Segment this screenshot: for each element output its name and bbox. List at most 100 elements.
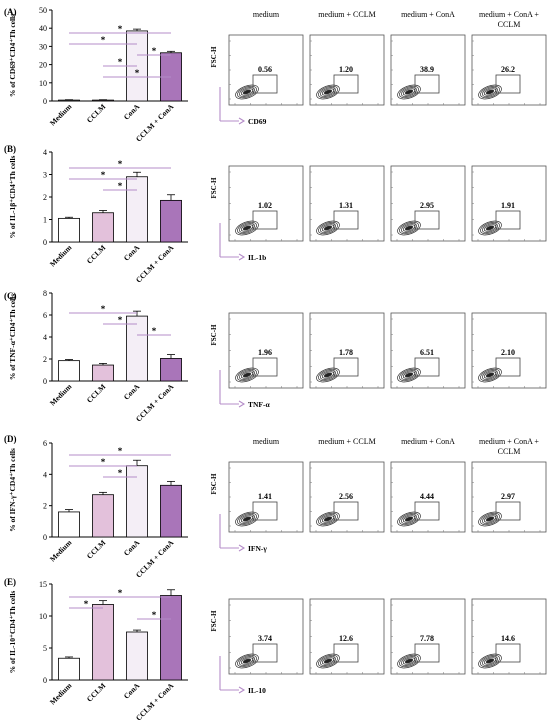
bar-cona bbox=[126, 176, 148, 243]
flow-contour bbox=[235, 367, 259, 383]
flow-contour bbox=[320, 370, 336, 380]
condition-header-line1: medium + ConA + bbox=[479, 437, 539, 446]
flow-contour bbox=[397, 511, 421, 527]
condition-header: medium + CCLM bbox=[318, 10, 375, 19]
significance-star: * bbox=[101, 170, 106, 180]
flow-contour bbox=[397, 653, 421, 669]
arrow-right-icon bbox=[238, 544, 246, 552]
flow-contour bbox=[318, 512, 338, 526]
x-tick-label: CCLM bbox=[85, 243, 108, 266]
significance-star: * bbox=[118, 588, 123, 598]
condition-header: medium + CCLM bbox=[318, 437, 375, 446]
y-axis-label: % of CD69⁺CD4⁺Th cells bbox=[8, 14, 17, 97]
panel-d: (D) % of IFN-γ⁺CD4⁺Th cells 0 2 4 6 Medium CCLM… bbox=[4, 434, 547, 580]
flow-plots: medium medium + CCLM medium + ConA medium +… bbox=[210, 437, 547, 553]
panel-a: (A)% of CD69⁺CD4⁺Th cells 0 10 20 30 40 50 Medi… bbox=[4, 6, 547, 144]
bar-medium bbox=[58, 360, 80, 382]
y-tick-label: 2 bbox=[43, 193, 47, 202]
arrow-right-icon bbox=[238, 400, 246, 408]
significance-star: * bbox=[152, 326, 157, 336]
flow-plots: 3.74 12.6 7.78 14.6 FSC-H IL-10 bbox=[210, 598, 547, 695]
gate-value: 2.10 bbox=[501, 348, 515, 357]
flow-contour bbox=[318, 221, 338, 235]
y-marker-label: FSC-H bbox=[210, 473, 218, 495]
flow-contour bbox=[404, 225, 414, 231]
bar-cclm bbox=[92, 364, 114, 382]
flow-contour bbox=[318, 654, 338, 668]
flow-contour bbox=[318, 368, 338, 382]
flow-contour bbox=[485, 89, 495, 95]
flow-plots: 1.96 1.78 6.51 2.10 FSC-H TNF-α bbox=[210, 312, 547, 409]
flow-contour bbox=[242, 225, 252, 231]
flow-contour bbox=[480, 221, 500, 235]
flow-contour bbox=[401, 87, 417, 97]
x-tick-label: ConA bbox=[122, 681, 142, 701]
gate-box bbox=[252, 643, 278, 663]
x-tick-label: ConA bbox=[122, 102, 142, 122]
flow-contour bbox=[399, 654, 419, 668]
flow-contour bbox=[399, 368, 419, 382]
x-tick-label: CCLM bbox=[85, 538, 108, 561]
flow-contour bbox=[485, 658, 495, 664]
y-marker-label: FSC-H bbox=[210, 324, 218, 346]
y-tick-label: 4 bbox=[43, 148, 47, 157]
y-tick-label: 8 bbox=[43, 289, 47, 298]
flow-contour bbox=[235, 84, 259, 100]
bar-cclm-cona bbox=[160, 199, 182, 243]
flow-contour bbox=[237, 654, 257, 668]
flow-contour bbox=[404, 658, 414, 664]
y-tick-label: 40 bbox=[39, 24, 47, 33]
flow-contour bbox=[316, 84, 340, 100]
gate-value: 6.51 bbox=[420, 348, 434, 357]
x-tick-label: Medium bbox=[48, 243, 74, 269]
gate-box bbox=[414, 357, 440, 377]
flow-contour bbox=[242, 516, 252, 522]
gate-box bbox=[495, 357, 521, 377]
flow-contour bbox=[485, 372, 495, 378]
y-tick-label: 4 bbox=[43, 333, 47, 342]
flow-contour bbox=[482, 370, 498, 380]
gate-box bbox=[252, 501, 278, 521]
flow-contour bbox=[404, 516, 414, 522]
bar-medium bbox=[58, 217, 80, 243]
flow-contour bbox=[316, 367, 340, 383]
flow-contour bbox=[478, 84, 502, 100]
flow-contour bbox=[482, 223, 498, 233]
condition-header-line2: CCLM bbox=[498, 20, 521, 29]
significance-star: * bbox=[101, 35, 106, 45]
significance-star: * bbox=[152, 46, 157, 56]
flow-contour bbox=[237, 85, 257, 99]
flow-contour bbox=[239, 514, 255, 524]
gate-box bbox=[495, 74, 521, 94]
bar-cclm bbox=[92, 99, 114, 102]
flow-contour bbox=[316, 653, 340, 669]
y-marker-label: FSC-H bbox=[210, 610, 218, 632]
gate-box bbox=[495, 643, 521, 663]
y-marker-label: FSC-H bbox=[210, 46, 218, 68]
y-tick-label: 0 bbox=[43, 238, 47, 247]
condition-header: medium + ConA bbox=[401, 10, 455, 19]
bar-cclm-cona bbox=[160, 358, 182, 382]
flow-contour bbox=[478, 511, 502, 527]
flow-contour bbox=[239, 223, 255, 233]
flow-contour bbox=[397, 84, 421, 100]
gate-value: 1.91 bbox=[501, 201, 515, 210]
gate-value: 0.56 bbox=[258, 65, 272, 74]
gate-box bbox=[252, 357, 278, 377]
gate-box bbox=[333, 357, 359, 377]
y-marker-label: FSC-H bbox=[210, 177, 218, 199]
x-marker-label: CD69 bbox=[248, 117, 267, 126]
gate-box bbox=[333, 210, 359, 230]
flow-contour bbox=[478, 653, 502, 669]
gate-box bbox=[333, 501, 359, 521]
significance-star: * bbox=[118, 468, 123, 478]
x-marker-label: IL-1b bbox=[248, 253, 266, 262]
panel-label: (B) bbox=[4, 144, 16, 154]
flow-contour bbox=[323, 516, 333, 522]
x-marker-label: IL-10 bbox=[248, 686, 266, 695]
y-tick-label: 30 bbox=[39, 42, 47, 51]
flow-contour bbox=[478, 367, 502, 383]
flow-contour bbox=[320, 223, 336, 233]
flow-contour bbox=[237, 512, 257, 526]
arrow-right-icon bbox=[238, 117, 246, 125]
